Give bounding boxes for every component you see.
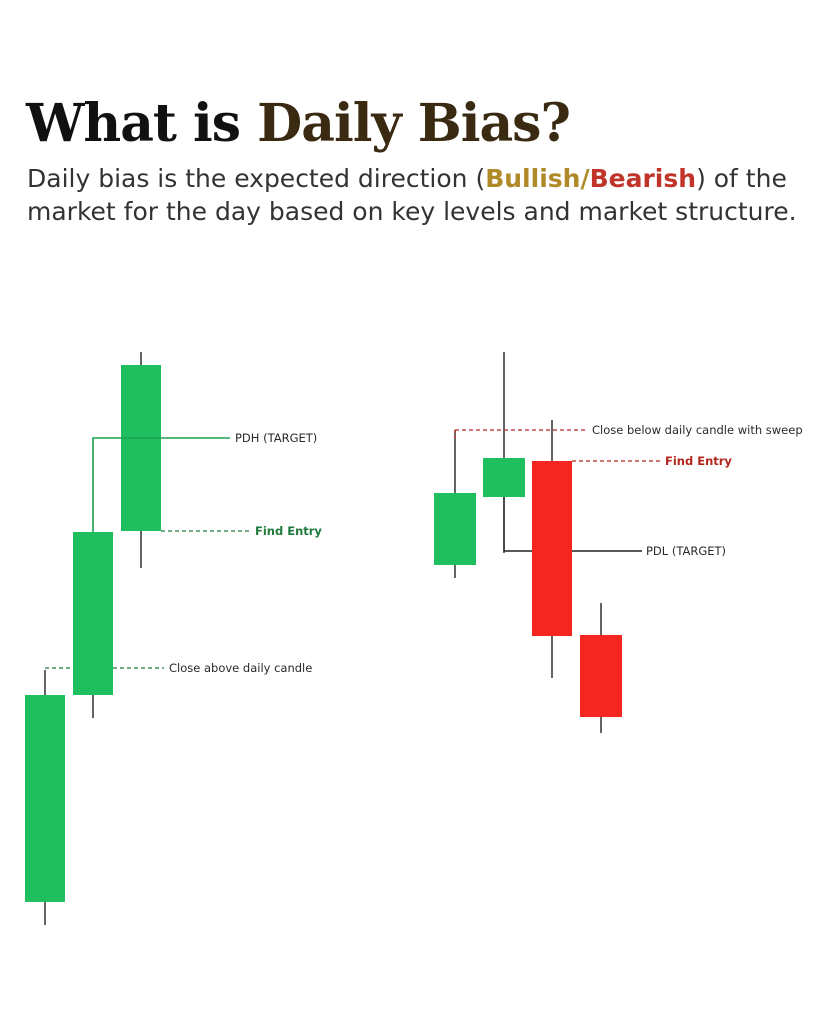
bear-candle-1 [434, 493, 476, 565]
bullish-setup: PDH (TARGET) Find Entry Close above dail… [25, 352, 322, 925]
bull-pdh-line [92, 437, 230, 532]
subtitle-bullish: Bullish [485, 164, 581, 193]
bear-label-target: PDL (TARGET) [646, 544, 726, 558]
subtitle-prefix: Daily bias is the expected direction ( [27, 164, 486, 193]
bearish-setup: Close below daily candle with sweep Find… [434, 352, 803, 733]
subtitle-slash: / [580, 164, 590, 193]
bull-label-entry: Find Entry [255, 524, 322, 538]
bear-pdl-link [503, 497, 532, 552]
title-plain: What is [26, 93, 258, 154]
title-accent: Daily Bias? [257, 93, 571, 154]
bull-candle-3 [121, 365, 161, 531]
bear-label-sweep: Close below daily candle with sweep [592, 423, 803, 437]
bear-label-entry: Find Entry [665, 454, 732, 468]
bull-label-close: Close above daily candle [169, 661, 312, 675]
bull-label-target: PDH (TARGET) [235, 431, 317, 445]
bull-candle-1 [25, 695, 65, 902]
subtitle-suffix: ) of the market for the day based on key… [27, 164, 797, 226]
bear-candle-2 [483, 458, 525, 497]
page-title: What is Daily Bias? [26, 92, 571, 156]
bull-candle-2 [73, 532, 113, 695]
bear-candle-3 [532, 461, 572, 636]
bear-candle-4 [580, 635, 622, 717]
subtitle-bearish: Bearish [589, 164, 697, 193]
page-subtitle: Daily bias is the expected direction (Bu… [27, 162, 807, 228]
